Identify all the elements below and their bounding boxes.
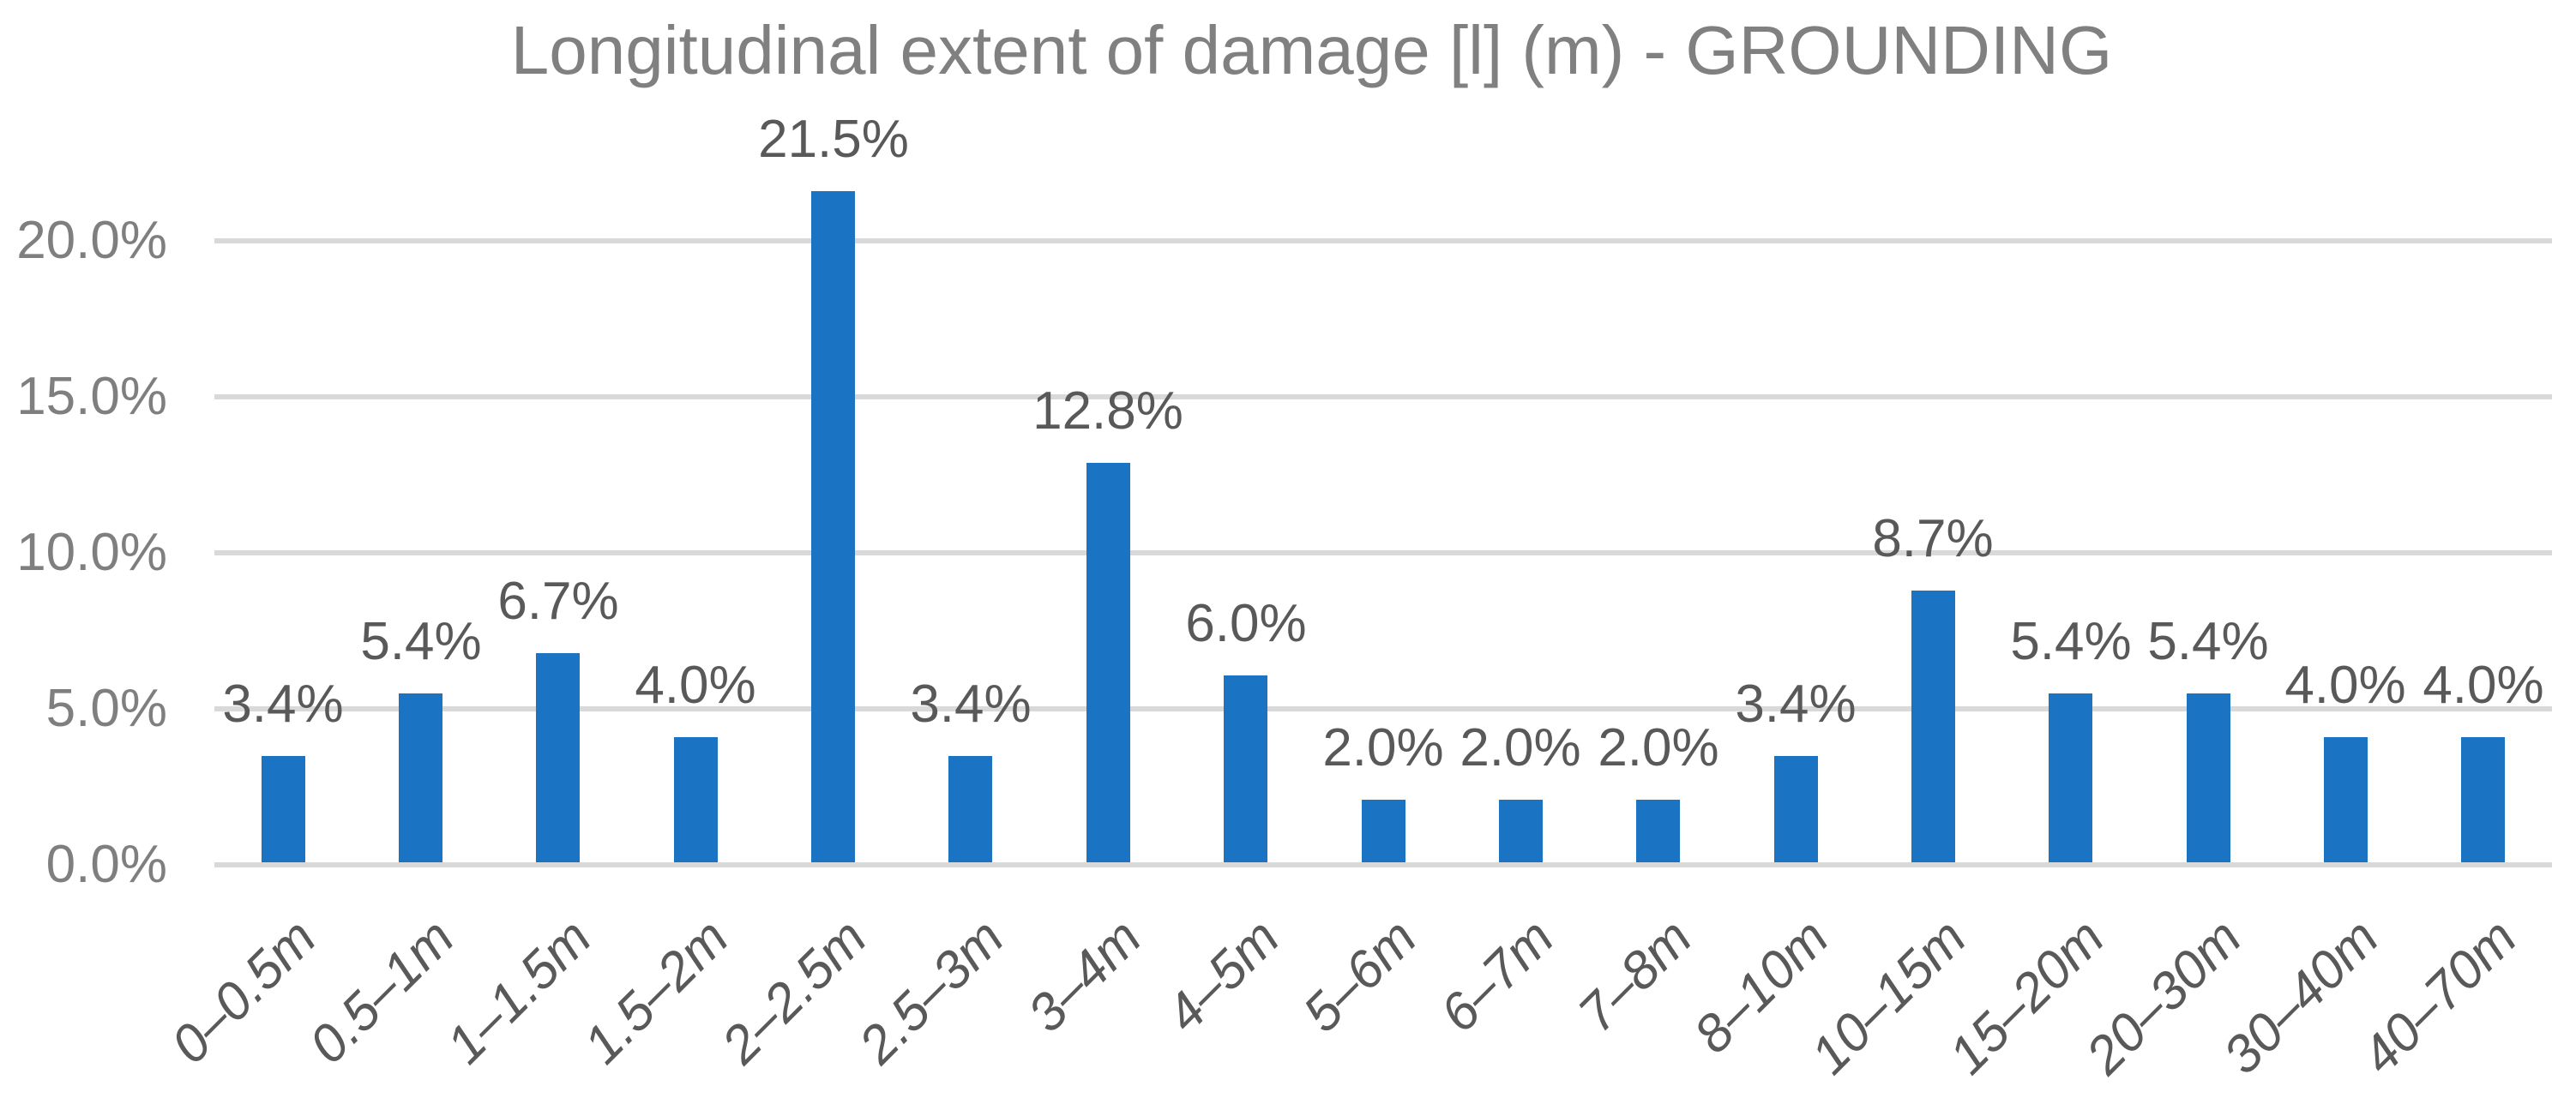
bar-data-label: 6.7% <box>497 572 619 631</box>
x-axis-tick-label: 5–6m <box>1291 908 1429 1044</box>
bar <box>1086 463 1130 862</box>
bar <box>1362 800 1405 862</box>
bar-data-label: 4.0% <box>635 656 756 715</box>
x-axis-tick-label: 1.5–2m <box>573 908 741 1076</box>
gridline <box>214 238 2552 243</box>
bar <box>2324 737 2368 862</box>
bar-data-label: 5.4% <box>2147 612 2269 671</box>
bar <box>1774 756 1818 862</box>
x-axis-tick-label: 0.5–1m <box>298 908 466 1076</box>
bar <box>536 653 580 862</box>
x-axis-tick-label: 0–0.5m <box>160 908 328 1076</box>
gridline <box>214 394 2552 399</box>
bar-data-label: 12.8% <box>1032 381 1183 441</box>
bar-data-label: 2.0% <box>1598 718 1719 777</box>
x-axis-tick-label: 2–2.5m <box>710 908 878 1076</box>
bar-data-label: 4.0% <box>2284 656 2406 715</box>
x-axis-tick-label: 3–4m <box>1016 908 1153 1044</box>
bar-data-label: 5.4% <box>360 612 482 671</box>
chart-title: Longitudinal extent of damage [l] (m) - … <box>510 12 2113 88</box>
y-axis-tick-label: 10.0% <box>16 523 167 582</box>
bar-data-label: 4.0% <box>2423 656 2544 715</box>
x-axis-tick-label: 1–1.5m <box>435 908 603 1076</box>
bar <box>2187 693 2230 862</box>
x-axis-tick-label: 15–20m <box>1937 908 2116 1086</box>
bar <box>948 756 992 862</box>
bar-data-label: 3.4% <box>910 675 1032 734</box>
y-axis-tick-label: 15.0% <box>16 367 167 426</box>
x-axis-tick-label: 4–5m <box>1154 908 1291 1044</box>
bar-data-label: 21.5% <box>758 110 909 169</box>
x-axis-tick-label: 30–40m <box>2212 908 2391 1086</box>
x-axis-tick-label: 2.5–3m <box>847 908 1015 1076</box>
bar <box>811 191 855 862</box>
x-axis-line <box>214 862 2552 867</box>
x-axis-tick-label: 40–70m <box>2350 908 2528 1086</box>
bar <box>399 693 442 862</box>
bar <box>1636 800 1680 862</box>
x-axis-tick-label: 20–30m <box>2074 908 2254 1086</box>
x-axis-tick-label: 10–15m <box>1800 908 1978 1086</box>
x-axis-tick-label: 6–7m <box>1429 908 1566 1044</box>
bar-data-label: 2.0% <box>1460 718 1581 777</box>
y-axis-tick-label: 20.0% <box>16 211 167 270</box>
bar <box>1224 675 1267 862</box>
bar-data-label: 3.4% <box>1735 675 1857 734</box>
y-axis-tick-label: 0.0% <box>45 835 167 894</box>
bar <box>1911 591 1955 862</box>
gridline <box>214 550 2552 555</box>
x-axis-tick-label: 7–8m <box>1567 908 1703 1044</box>
bar <box>2049 693 2092 862</box>
bar <box>674 737 718 862</box>
bar <box>262 756 305 862</box>
bar <box>2461 737 2505 862</box>
gridline <box>214 706 2552 711</box>
y-axis-tick-label: 5.0% <box>45 679 167 738</box>
bar-data-label: 8.7% <box>1872 509 1994 568</box>
bar-data-label: 6.0% <box>1185 594 1307 653</box>
bar <box>1499 800 1543 862</box>
bar-data-label: 3.4% <box>222 675 344 734</box>
bar-data-label: 5.4% <box>2010 612 2132 671</box>
bar-data-label: 2.0% <box>1322 718 1444 777</box>
